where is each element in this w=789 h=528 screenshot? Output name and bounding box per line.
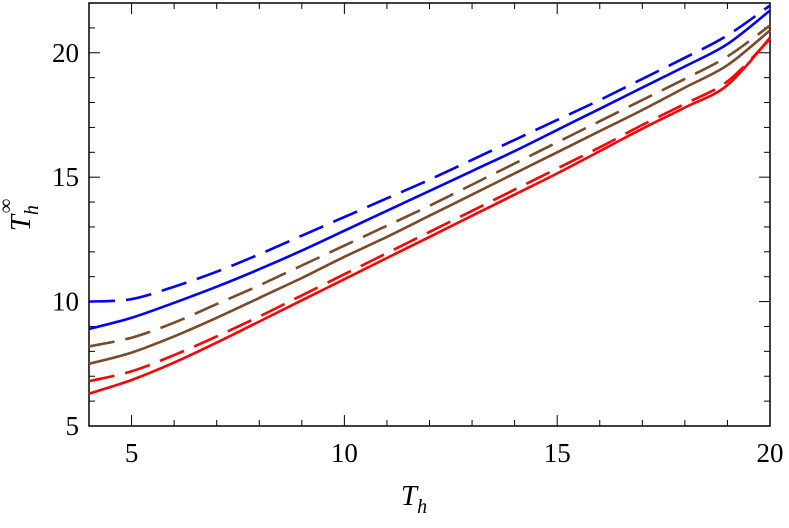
y-tick-label: 5: [66, 411, 80, 441]
y-tick-label: 20: [52, 38, 79, 68]
ticks: 5 10 15 20 5 10 15 20: [52, 2, 784, 468]
series-line-6: [88, 36, 771, 395]
series-group: [88, 4, 771, 395]
y-tick-label: 15: [52, 162, 79, 192]
y-axis-label: Th ∞: [0, 199, 43, 231]
y-axis-label-sup: ∞: [0, 199, 17, 213]
series-line-3: [88, 24, 771, 348]
x-tick-label: 5: [125, 438, 139, 468]
x-tick-label: 15: [544, 438, 571, 468]
series-line-5: [88, 38, 771, 383]
x-tick-label: 20: [757, 438, 784, 468]
series-line-4: [88, 29, 771, 366]
x-axis-label: Th: [401, 480, 427, 518]
y-axis-label-main: T: [5, 213, 37, 231]
series-line-2: [88, 9, 771, 331]
x-axis-label-sub: h: [417, 496, 427, 518]
x-tick-label: 10: [331, 438, 358, 468]
y-axis-label-sub: h: [21, 205, 43, 215]
series-line-1: [88, 4, 771, 303]
y-tick-label: 10: [52, 287, 79, 317]
x-axis-label-main: T: [401, 480, 419, 512]
